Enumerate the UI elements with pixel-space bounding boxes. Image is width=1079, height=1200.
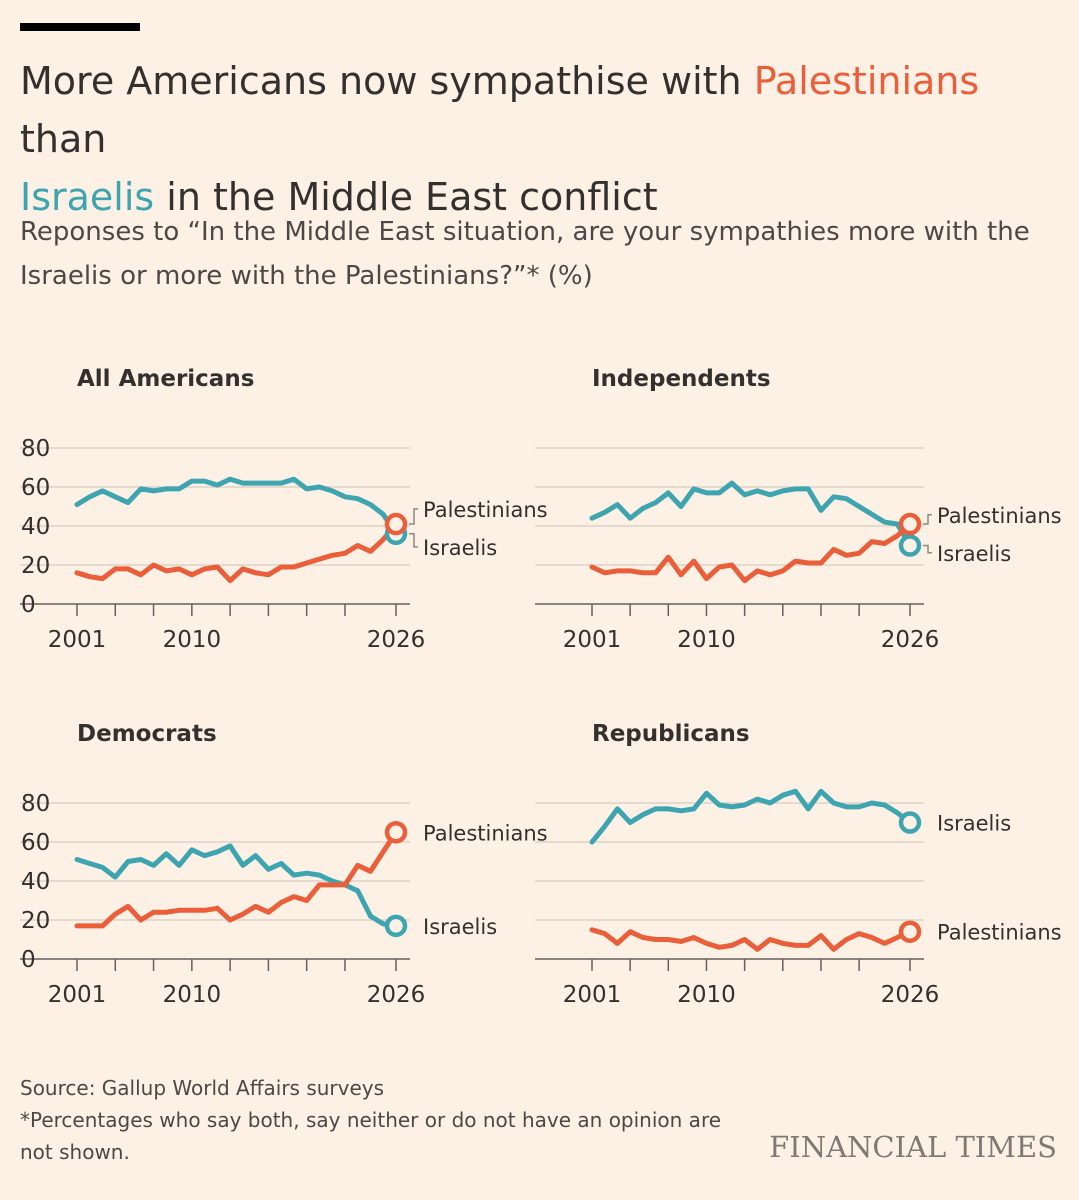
source-note: Source: Gallup World Affairs surveys [20, 1076, 385, 1100]
title-part-3: in the Middle East conflict [154, 175, 658, 219]
chart-source-block: Source: Gallup World Affairs surveys *Pe… [20, 1072, 760, 1168]
y-tick-label: 0 [21, 947, 36, 973]
ft-top-bar [20, 23, 140, 31]
panel-independents: Independents 2001 2010 2026 Palestinians Isra… [535, 366, 1062, 653]
end-marker-israelis [384, 914, 408, 938]
x-tick-label: 2026 [367, 982, 426, 1008]
series-line-palestinians [589, 521, 913, 584]
label-connector [409, 508, 418, 525]
title-palestinians-word: Palestinians [753, 59, 980, 103]
label-connector [923, 514, 932, 525]
y-tick-label: 60 [21, 830, 50, 856]
y-tick-label: 80 [21, 791, 50, 817]
panel-title: Republicans [592, 721, 750, 747]
series-line-israelis [589, 788, 913, 845]
end-marker-palestinians [898, 512, 922, 536]
title-israelis-word: Israelis [20, 175, 155, 219]
end-marker-israelis [898, 534, 922, 557]
y-tick-label: 80 [21, 436, 50, 462]
series-label-palestinians: Palestinians [937, 921, 1062, 945]
series-label-israelis: Israelis [937, 812, 1011, 836]
chart-subtitle: Reponses to “In the Middle East situatio… [20, 217, 1030, 291]
end-marker-palestinians [898, 920, 922, 943]
series-line-palestinians [74, 521, 399, 584]
label-connector [409, 533, 418, 548]
x-tick-label: 2026 [881, 627, 940, 653]
title-part-2: than [20, 117, 107, 161]
footnote: *Percentages who say both, say neither o… [20, 1108, 722, 1164]
panel-democrats: Democrats 0 20 40 60 80 2001 2010 2026 Palestinia… [20, 721, 548, 1008]
series-line-israelis [589, 480, 913, 548]
series-line-israelis [74, 476, 399, 537]
series-label-israelis: Israelis [937, 542, 1011, 566]
y-tick-label: 20 [21, 908, 50, 934]
x-tick-label: 2001 [563, 627, 622, 653]
series-label-palestinians: Palestinians [423, 498, 548, 522]
x-tick-label: 2026 [881, 982, 940, 1008]
series-label-palestinians: Palestinians [937, 504, 1062, 528]
y-tick-label: 40 [21, 514, 50, 540]
series-line-israelis [74, 843, 399, 929]
series-line-palestinians [589, 927, 913, 952]
panel-all-americans: All Americans 0 20 40 60 80 2001 2010 2026 Palest… [20, 366, 548, 653]
series-label-israelis: Israelis [423, 536, 497, 560]
panel-republicans: Republicans 2001 2010 2026 Palestinians Israe… [535, 721, 1062, 1008]
financial-times-logo: FINANCIAL TIMES [769, 1130, 1057, 1164]
y-tick-label: 0 [21, 592, 36, 618]
small-multiples-charts: All Americans 0 20 40 60 80 2001 2010 2026 Palest… [20, 366, 1062, 1008]
chart-title: More Americans now sympathise with Pales… [20, 52, 1065, 226]
series-line-palestinians [74, 829, 399, 929]
series-label-palestinians: Palestinians [423, 821, 548, 845]
panel-title: Democrats [77, 721, 217, 747]
title-part-1: More Americans now sympathise with [20, 59, 754, 103]
end-marker-palestinians [384, 821, 408, 844]
x-tick-label: 2010 [677, 627, 736, 653]
x-tick-label: 2026 [367, 627, 426, 653]
x-tick-label: 2001 [48, 627, 107, 653]
series-label-israelis: Israelis [423, 915, 497, 939]
x-tick-label: 2001 [48, 982, 107, 1008]
panel-title: Independents [592, 366, 771, 392]
y-tick-label: 60 [21, 475, 50, 501]
y-tick-label: 20 [21, 553, 50, 579]
x-tick-label: 2010 [677, 982, 736, 1008]
x-tick-label: 2010 [163, 627, 222, 653]
label-connector [923, 544, 932, 554]
panel-title: All Americans [77, 366, 254, 392]
y-tick-label: 40 [21, 869, 50, 895]
x-tick-label: 2010 [163, 982, 222, 1008]
end-marker-palestinians [384, 512, 408, 536]
end-marker-israelis [898, 811, 922, 834]
x-tick-label: 2001 [563, 982, 622, 1008]
